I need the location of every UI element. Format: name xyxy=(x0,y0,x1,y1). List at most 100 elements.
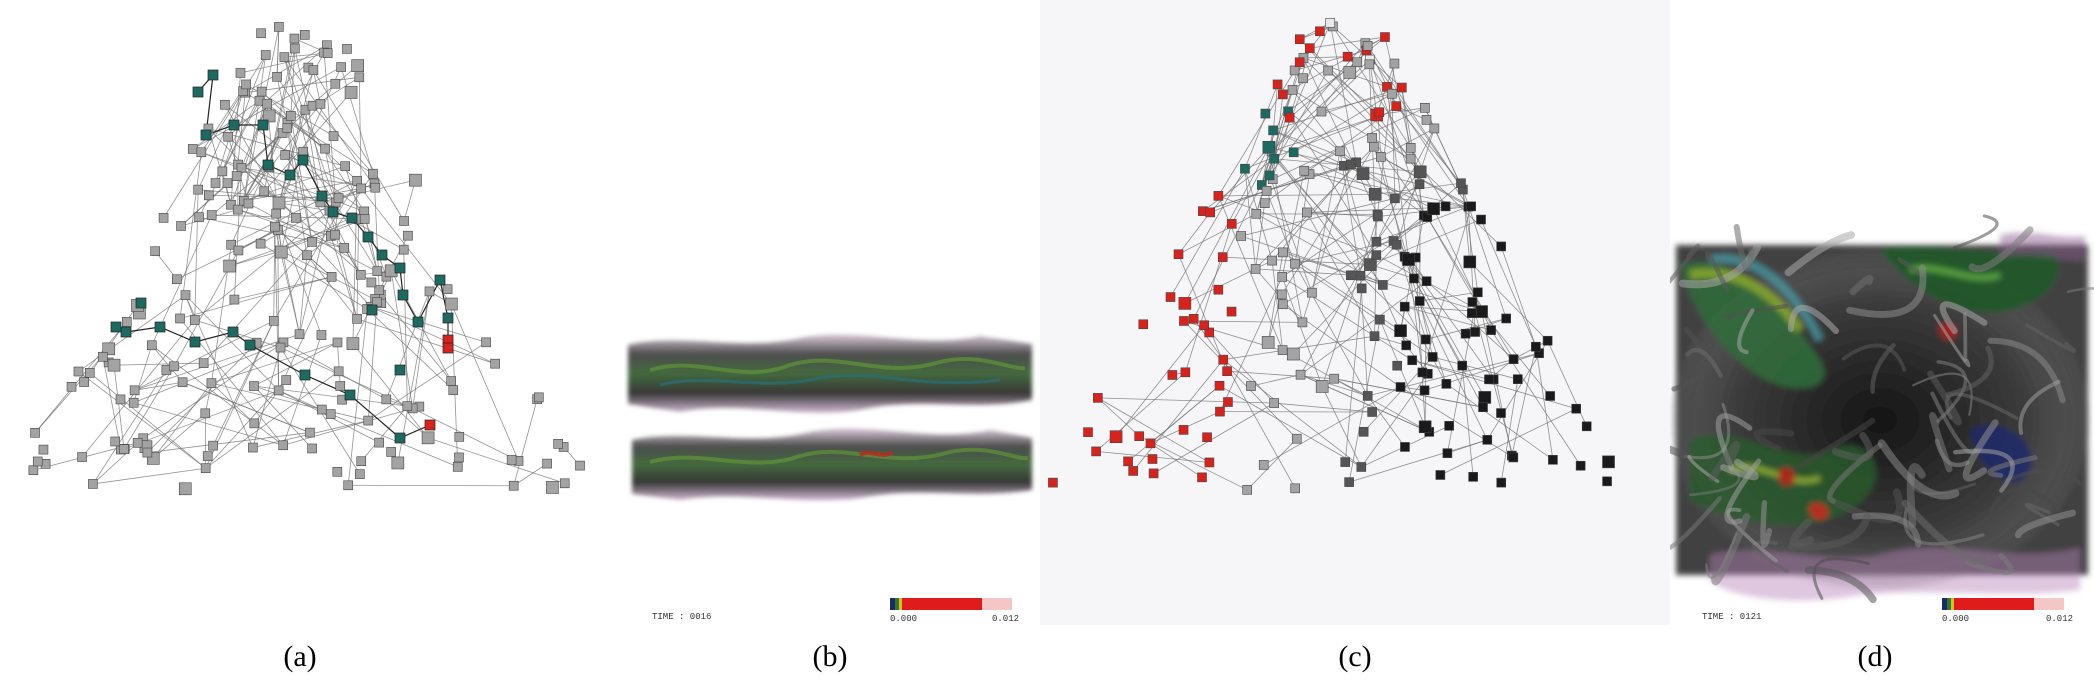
graph-node xyxy=(1457,360,1467,371)
graph-node xyxy=(1478,402,1488,413)
graph-node xyxy=(508,480,519,491)
graph-node xyxy=(452,462,463,472)
graph-edge xyxy=(283,57,321,203)
graph-edge xyxy=(1380,156,1472,207)
graph-edge xyxy=(1274,402,1373,413)
vortex-strand xyxy=(1670,445,1688,460)
vortex-strand xyxy=(1987,337,2066,404)
vortex-strand xyxy=(1685,347,1723,378)
teal-node xyxy=(227,326,239,338)
graph-edge xyxy=(1377,214,1427,282)
graph-node xyxy=(359,214,370,224)
graph-edge xyxy=(385,291,430,400)
graph-node xyxy=(142,447,153,458)
colorbar-d-min: 0.000 xyxy=(1942,614,1969,624)
graph-edge xyxy=(113,365,125,450)
graph-node xyxy=(1369,331,1380,341)
graph-edge xyxy=(1202,161,1357,212)
graph-node xyxy=(1409,273,1419,284)
graph-node xyxy=(1325,18,1335,28)
graph-node xyxy=(1373,211,1383,222)
graph-node xyxy=(1305,43,1315,53)
graph-node xyxy=(386,447,396,457)
graph-node xyxy=(299,30,310,40)
graph-edge xyxy=(134,320,274,391)
graph-nodes xyxy=(1048,18,1615,495)
graph-edge xyxy=(203,241,313,364)
graph-node xyxy=(339,243,350,253)
graph-node xyxy=(534,392,544,403)
graph-edge xyxy=(1500,246,1537,347)
graph-node xyxy=(445,297,458,311)
graph-edge xyxy=(513,399,538,486)
graph-node xyxy=(308,65,319,75)
graph-node xyxy=(1278,89,1288,100)
graph-node xyxy=(1268,125,1278,136)
graph-edge xyxy=(134,381,183,391)
graph-node xyxy=(1214,380,1225,391)
graph-node xyxy=(1380,32,1390,42)
graph-node xyxy=(1368,188,1382,201)
graph-node xyxy=(1218,354,1229,365)
graph-node xyxy=(231,171,242,181)
graph-node xyxy=(1356,283,1367,294)
vortex-strand xyxy=(1787,512,1872,551)
graph-edge xyxy=(211,382,255,424)
graph-node xyxy=(1467,297,1478,307)
graph-edge xyxy=(1367,45,1464,190)
graph-node xyxy=(1289,65,1300,76)
graph-edge xyxy=(1350,216,1428,276)
graph-node xyxy=(129,385,140,396)
graph-node xyxy=(256,28,266,39)
vortex-strand xyxy=(1671,327,1707,392)
graph-edge xyxy=(1097,397,1140,437)
graph-edge xyxy=(366,308,454,391)
graph-edge xyxy=(1371,137,1411,159)
vortex-strand xyxy=(2004,468,2084,487)
colorbar-b-min: 0.000 xyxy=(890,614,917,624)
graph-edge xyxy=(1255,203,1266,269)
graph-edge xyxy=(1304,150,1341,172)
teal-node xyxy=(397,289,409,301)
graph-node xyxy=(169,361,179,372)
volume-panel-b: TIME : 0016 0.000 0.012 xyxy=(620,0,1040,625)
graph-edge xyxy=(1415,257,1426,427)
graph-node xyxy=(1316,106,1327,117)
teal-node xyxy=(154,321,166,333)
vortex-strand xyxy=(1841,343,1907,372)
caption-a: (a) xyxy=(283,640,317,673)
graph-node xyxy=(206,210,217,220)
teal-node xyxy=(120,326,132,338)
graph-node xyxy=(200,463,211,474)
graph-node xyxy=(77,452,87,462)
graph-edge xyxy=(347,308,368,486)
graph-node xyxy=(177,377,188,388)
graph-edge xyxy=(1376,206,1469,243)
graph-edge xyxy=(1272,87,1402,131)
graph-node xyxy=(289,33,300,44)
graph-edge xyxy=(412,291,430,409)
vortex-strand xyxy=(1804,566,1877,604)
caption-d: (d) xyxy=(1857,640,1893,673)
graph-edge xyxy=(227,136,336,235)
graph-edge xyxy=(1424,339,1427,427)
graph-node xyxy=(1387,88,1397,99)
graph-node xyxy=(180,290,191,300)
graph-edge xyxy=(1349,439,1488,483)
graph-edge xyxy=(1348,319,1381,483)
vortex-strand xyxy=(1789,518,1815,548)
graph-edge xyxy=(330,413,458,468)
time-label-b: TIME : 0016 xyxy=(652,612,711,622)
graph-node xyxy=(1441,379,1452,389)
graph-edge xyxy=(1309,36,1386,49)
graph-edge xyxy=(1266,190,1296,264)
graph-node xyxy=(1048,477,1058,488)
graph-node xyxy=(128,397,139,408)
graph-node xyxy=(286,111,296,121)
teal-node xyxy=(434,274,446,286)
graph-node xyxy=(223,259,236,273)
graph-edge xyxy=(313,69,405,222)
graph-node xyxy=(1134,431,1144,441)
graph-node xyxy=(1213,191,1224,201)
graph-node xyxy=(146,340,157,351)
